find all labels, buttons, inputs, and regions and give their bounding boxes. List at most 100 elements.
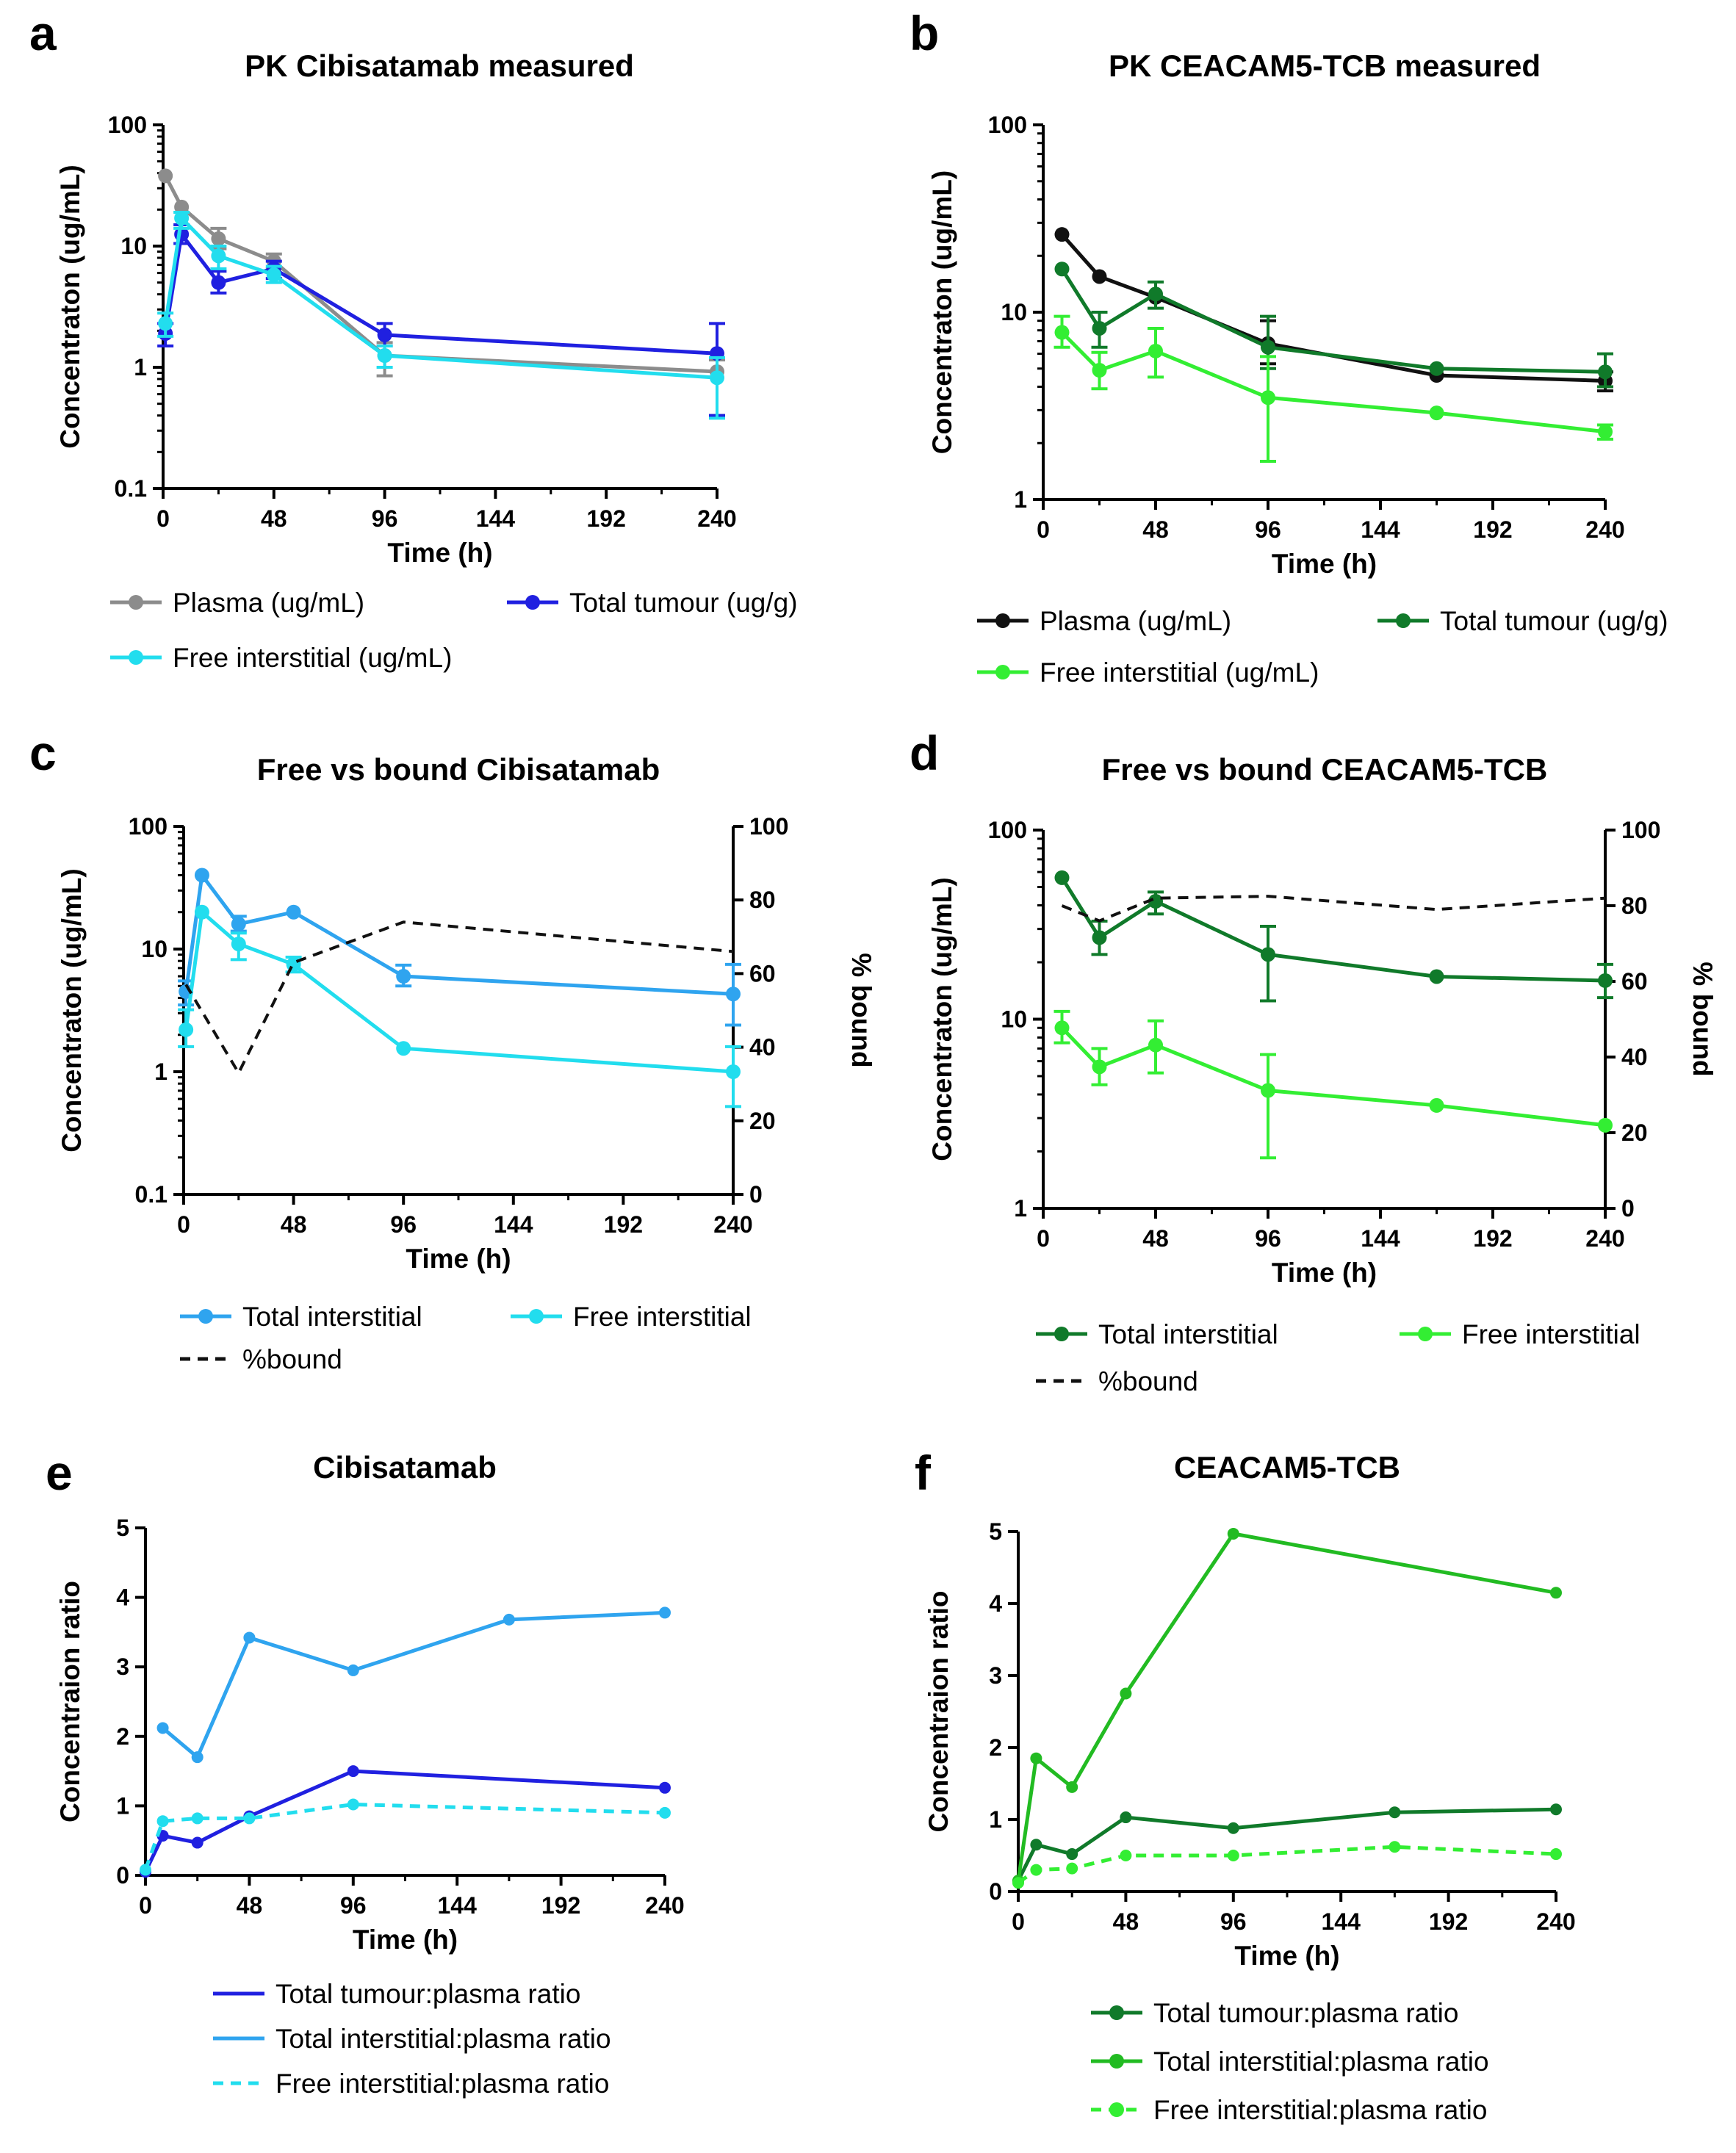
data-point <box>158 316 173 331</box>
panel-letter: d <box>910 726 939 780</box>
x-tick-label: 192 <box>604 1211 643 1238</box>
x-tick-label: 96 <box>1255 1225 1281 1252</box>
data-point <box>211 248 226 264</box>
x-tick-label: 240 <box>1585 516 1624 543</box>
data-point <box>1429 1097 1444 1113</box>
y2-tick-label: 100 <box>749 813 788 840</box>
data-point <box>179 1022 194 1037</box>
chart-title: PK Cibisatamab measured <box>245 48 634 83</box>
series--bound <box>184 920 734 1076</box>
data-point <box>1120 1811 1132 1824</box>
data-point <box>659 1781 671 1794</box>
data-point <box>1092 269 1107 284</box>
x-tick-label: 96 <box>1255 516 1281 543</box>
data-point <box>1429 405 1444 421</box>
series-total-interstitial-plasma-ratio <box>1012 1527 1562 1887</box>
series-total-interstitial-plasma-ratio <box>156 1606 671 1764</box>
y-tick-label: 10 <box>141 936 168 962</box>
x-tick-label: 144 <box>1361 516 1400 543</box>
data-point <box>1227 1527 1239 1540</box>
data-point <box>377 327 392 342</box>
chart-panel-d: d Free vs bound CEACAM5-TCB 1 10 100 0 20 40 60 8… <box>910 726 1718 1396</box>
data-point <box>659 1606 671 1619</box>
chart-title: Free vs bound Cibisatamab <box>257 752 660 787</box>
x-tick-label: 240 <box>1585 1225 1624 1252</box>
legend-swatch-marker <box>1054 1327 1069 1341</box>
x-tick-label: 144 <box>1361 1225 1400 1252</box>
series-line <box>184 870 734 996</box>
y-tick-label: 1 <box>1014 486 1027 513</box>
data-point <box>726 987 741 1002</box>
legend-item: Total interstitial <box>180 1302 422 1332</box>
legend-item: Total interstitial:plasma ratio <box>213 2024 611 2054</box>
y-tick-label: 0.1 <box>115 475 147 502</box>
data-point <box>396 1041 411 1056</box>
panel-letter: b <box>910 6 939 60</box>
series-total-tumour-plasma-ratio <box>1012 1803 1562 1887</box>
data-point <box>231 916 246 931</box>
x-axis-label: Time (h) <box>1272 549 1377 579</box>
chart-title: CEACAM5-TCB <box>1174 1450 1400 1485</box>
data-point <box>194 904 209 920</box>
series-line <box>143 1803 666 1871</box>
y-axis-label: Concentraton (ug/mL) <box>927 170 957 454</box>
data-point <box>1261 1083 1275 1098</box>
legend-item: Plasma (ug/mL) <box>110 588 364 618</box>
series-line <box>1060 876 1606 983</box>
legend-item: %bound <box>180 1344 342 1374</box>
y2-tick-label: 100 <box>1621 817 1660 843</box>
legend-label: Total interstitial <box>1098 1319 1278 1349</box>
y2-tick-label: 40 <box>749 1034 776 1061</box>
y-tick-label: 4 <box>989 1590 1002 1617</box>
legend-swatch-marker <box>198 1309 213 1324</box>
y2-tick-label: 80 <box>1621 892 1648 919</box>
legend-label: Total interstitial:plasma ratio <box>275 2024 611 2054</box>
legend-label: Free interstitial (ug/mL) <box>1040 657 1319 688</box>
legend-item: Total interstitial:plasma ratio <box>1091 2046 1489 2077</box>
data-point <box>174 199 190 214</box>
data-point <box>1389 1806 1401 1819</box>
legend-swatch-marker <box>995 665 1010 679</box>
y-tick-label: 1 <box>1014 1195 1027 1222</box>
y-axis-label: Concentraton (ug/mL) <box>57 868 87 1152</box>
data-point <box>503 1613 515 1626</box>
y2-tick-label: 0 <box>1621 1195 1635 1222</box>
x-tick-label: 0 <box>1012 1908 1025 1935</box>
series-total-tumour-ug-g- <box>1054 262 1613 389</box>
x-tick-label: 0 <box>139 1892 152 1919</box>
legend-label: Total tumour (ug/g) <box>1440 606 1668 636</box>
y-tick-label: 1 <box>154 1059 168 1085</box>
y2-tick-label: 60 <box>1621 968 1648 995</box>
legend-item: Free interstitial:plasma ratio <box>1091 2095 1487 2125</box>
x-tick-label: 96 <box>390 1211 417 1238</box>
series-line <box>163 229 718 356</box>
y-tick-label: 100 <box>988 112 1027 138</box>
legend-item: Free interstitial (ug/mL) <box>110 643 452 673</box>
x-axis-label: Time (h) <box>406 1244 511 1274</box>
data-point <box>1598 973 1613 988</box>
chart-panel-e: e Cibisatamab 0 1 2 3 4 5 0 48 96 144 192 240 Time (h)… <box>46 1446 685 2099</box>
legend-label: Total tumour:plasma ratio <box>1153 1998 1458 2028</box>
series-total-tumour-plasma-ratio <box>140 1765 671 1878</box>
series-line <box>1061 895 1606 923</box>
series-line <box>1016 1807 1557 1882</box>
series-line <box>1060 233 1606 383</box>
y-tick-label: 10 <box>1001 299 1027 325</box>
data-point <box>1054 1020 1070 1036</box>
chart-panel-b: b PK CEACAM5-TCB measured 1 10 100 0 48 96 144 19… <box>910 6 1668 688</box>
data-point <box>211 231 226 246</box>
y2-tick-label: 80 <box>749 887 776 913</box>
series-line <box>1060 331 1606 434</box>
series-total-interstitial <box>1054 870 1613 1003</box>
data-point <box>1148 894 1163 909</box>
legend-label: Free interstitial:plasma ratio <box>275 2069 609 2099</box>
data-point <box>156 1722 169 1734</box>
legend-swatch-marker <box>129 595 143 610</box>
data-point <box>1030 1864 1042 1876</box>
legend-label: Total tumour:plasma ratio <box>275 1979 580 2009</box>
legend-item: Free interstitial <box>1400 1319 1640 1349</box>
legend-swatch-marker <box>995 613 1010 628</box>
series--bound <box>1061 895 1606 923</box>
data-point <box>243 1812 256 1825</box>
x-tick-label: 96 <box>372 505 398 532</box>
